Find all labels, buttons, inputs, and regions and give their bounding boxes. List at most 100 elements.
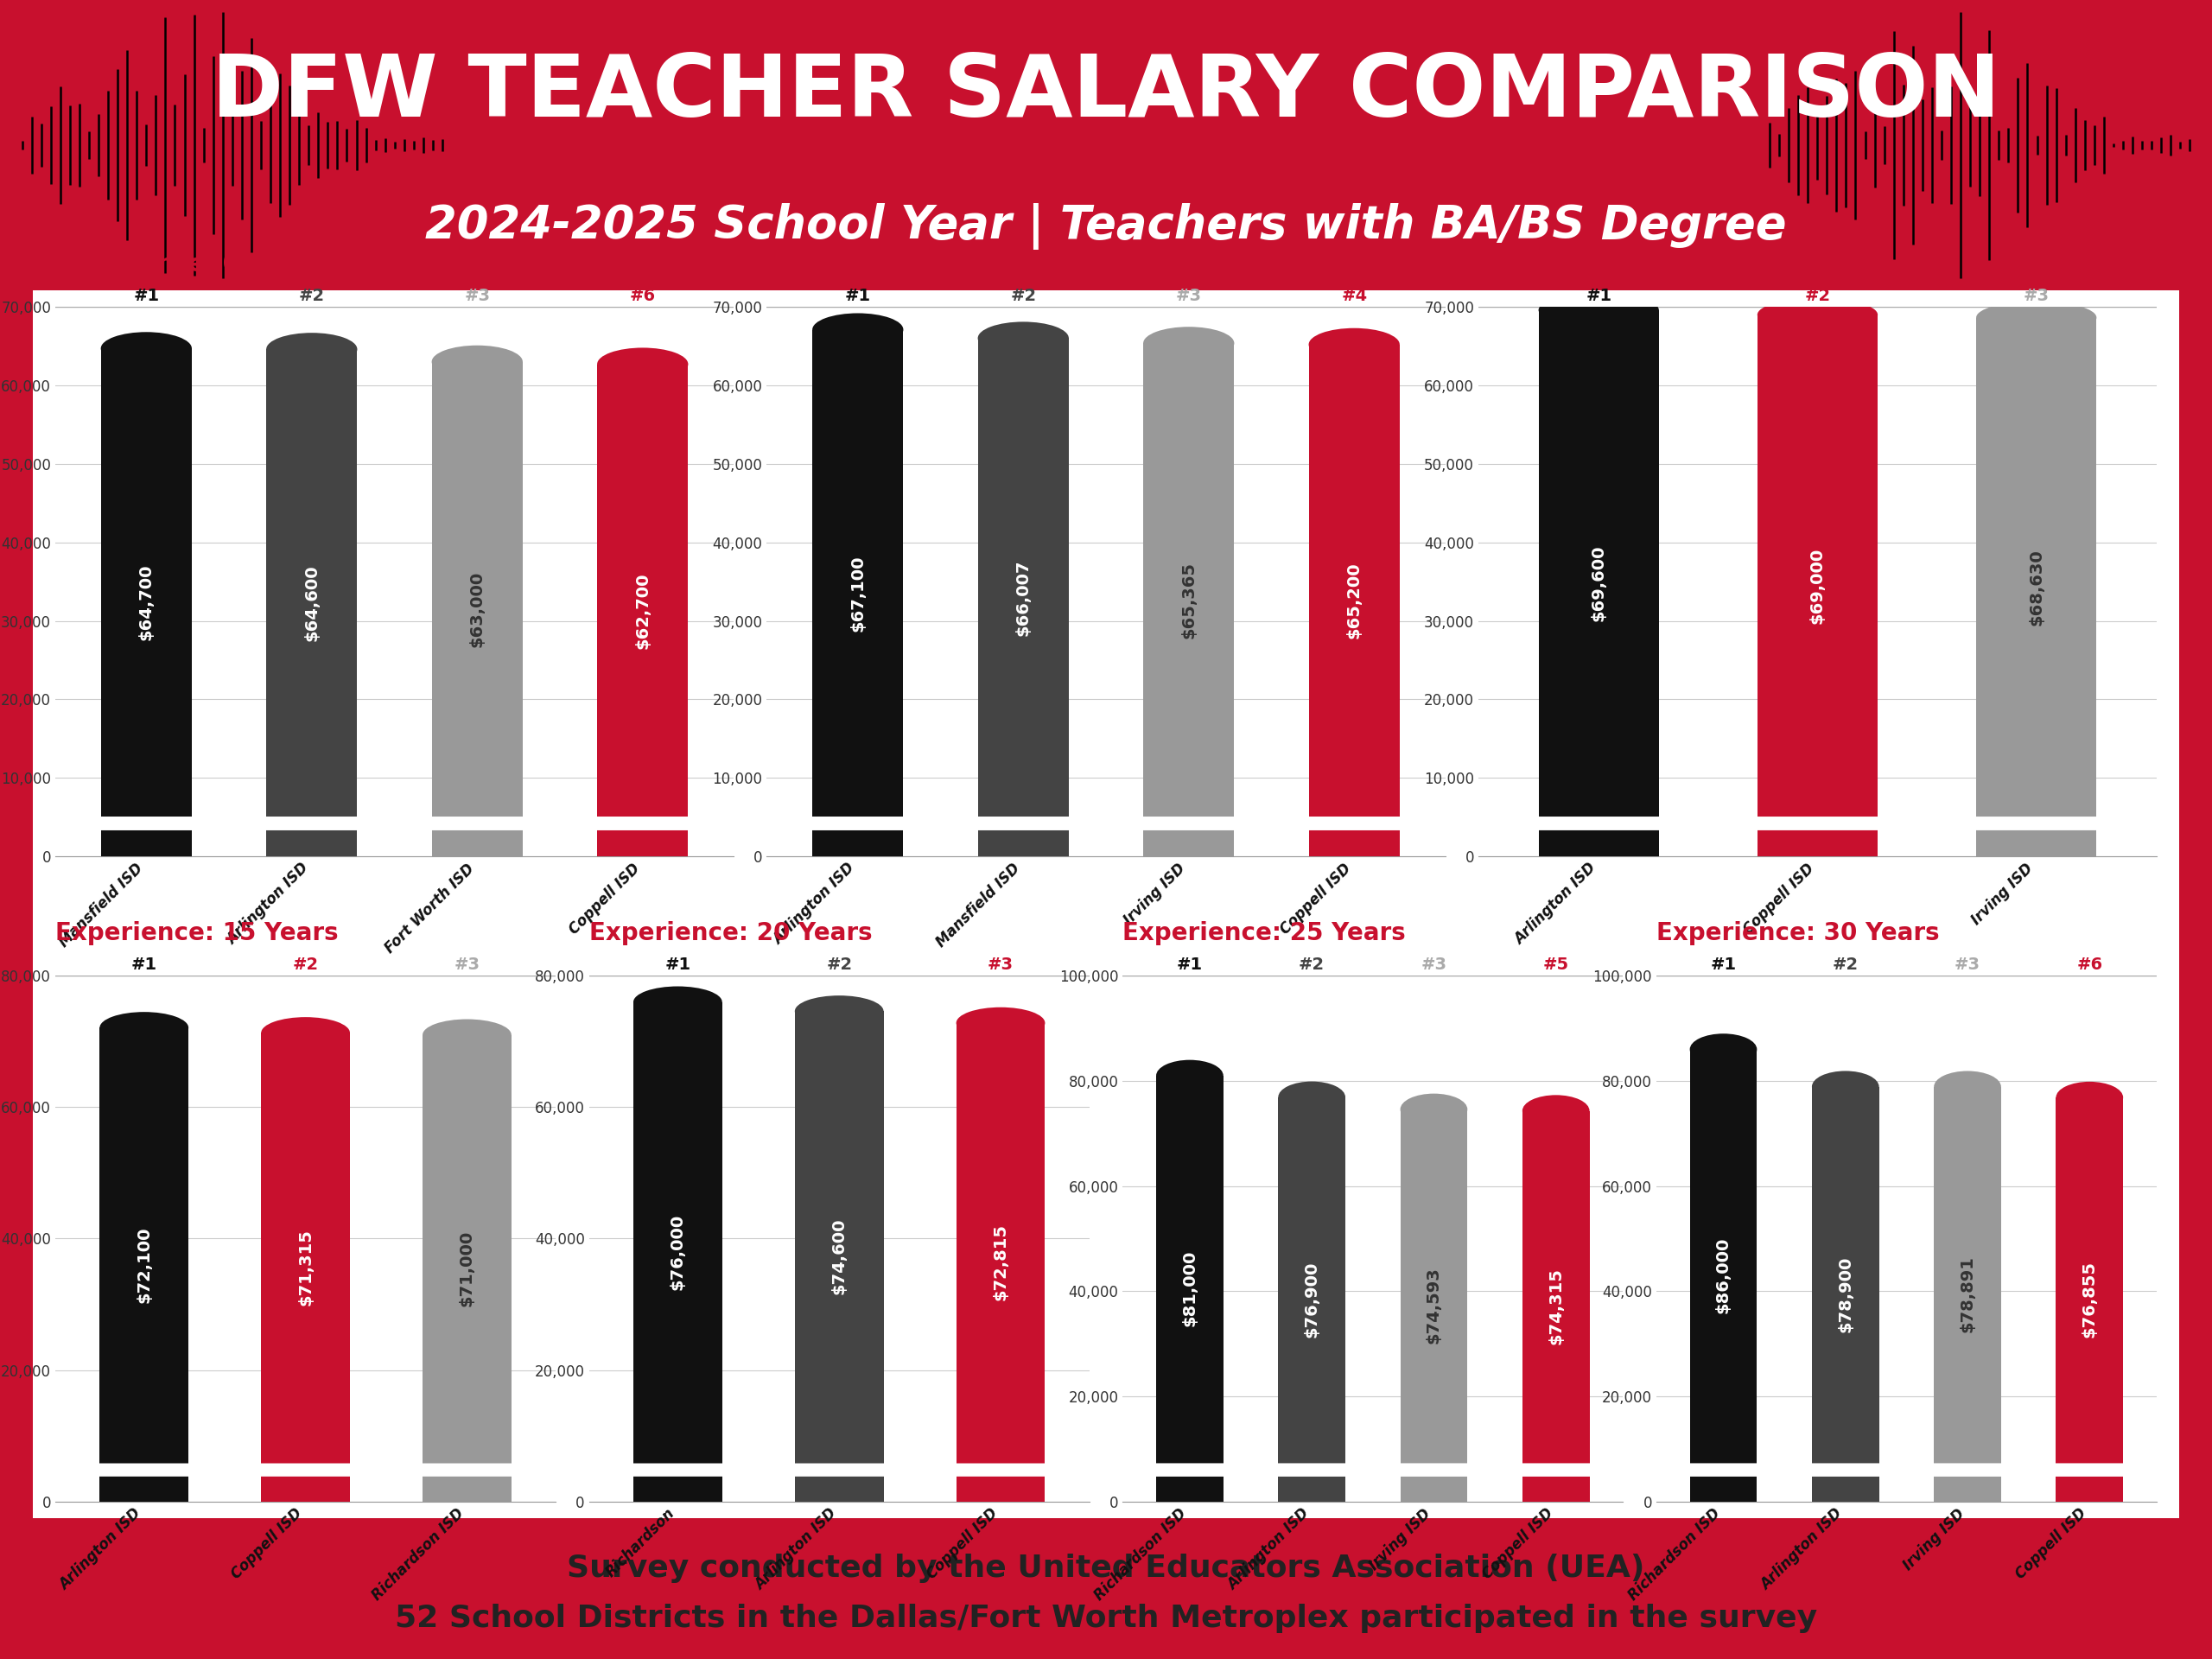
Ellipse shape xyxy=(1144,327,1234,360)
Text: #3: #3 xyxy=(1420,957,1447,974)
Circle shape xyxy=(0,816,2212,830)
Text: Survey conducted by the United Educators Association (UEA): Survey conducted by the United Educators… xyxy=(566,1553,1646,1583)
Text: #2: #2 xyxy=(299,287,325,304)
Bar xyxy=(978,338,1068,856)
Text: $62,700: $62,700 xyxy=(635,572,650,649)
Circle shape xyxy=(0,816,2212,830)
Text: Experience: 10 Years: Experience: 10 Years xyxy=(1478,252,1761,275)
Text: $67,100: $67,100 xyxy=(849,554,867,632)
Circle shape xyxy=(0,1463,2212,1477)
Bar xyxy=(794,1012,883,1501)
Circle shape xyxy=(0,1463,2212,1477)
Text: #1: #1 xyxy=(133,287,159,304)
Circle shape xyxy=(0,1463,2212,1477)
Text: 52 School Districts in the Dallas/Fort Worth Metroplex participated in the surve: 52 School Districts in the Dallas/Fort W… xyxy=(394,1604,1818,1632)
Ellipse shape xyxy=(102,332,192,365)
Text: $81,000: $81,000 xyxy=(1181,1251,1199,1327)
Circle shape xyxy=(0,1463,2212,1477)
Text: #2: #2 xyxy=(1832,957,1858,974)
Text: $74,600: $74,600 xyxy=(832,1218,847,1294)
Ellipse shape xyxy=(422,1019,511,1050)
Text: $69,600: $69,600 xyxy=(1590,544,1606,622)
Text: #3: #3 xyxy=(2024,287,2048,304)
Bar xyxy=(956,1024,1044,1501)
Text: $64,600: $64,600 xyxy=(303,564,321,640)
Text: Experience: 5 Years: Experience: 5 Years xyxy=(768,252,1033,275)
Circle shape xyxy=(0,1463,2212,1477)
Text: #2: #2 xyxy=(825,957,852,974)
Text: $71,000: $71,000 xyxy=(458,1229,476,1306)
Text: Experience: 20 Years: Experience: 20 Years xyxy=(588,921,872,946)
Text: #3: #3 xyxy=(1955,957,1980,974)
Text: #6: #6 xyxy=(630,287,655,304)
Ellipse shape xyxy=(1933,1072,2002,1103)
Ellipse shape xyxy=(1522,1095,1590,1126)
Text: $76,855: $76,855 xyxy=(2081,1261,2097,1337)
Text: #4: #4 xyxy=(1340,287,1367,304)
Text: #3: #3 xyxy=(1177,287,1201,304)
Bar xyxy=(1157,1075,1223,1501)
Bar xyxy=(1756,315,1878,856)
Text: #2: #2 xyxy=(1298,957,1325,974)
Text: #1: #1 xyxy=(1710,957,1736,974)
FancyBboxPatch shape xyxy=(0,265,2212,1543)
Text: #2: #2 xyxy=(1805,287,1832,304)
Bar xyxy=(1690,1050,1756,1501)
Bar xyxy=(1522,1112,1590,1501)
Ellipse shape xyxy=(1690,1034,1756,1065)
Ellipse shape xyxy=(956,1007,1044,1039)
Text: #6: #6 xyxy=(2077,957,2104,974)
Text: $72,815: $72,815 xyxy=(993,1224,1009,1301)
Text: #1: #1 xyxy=(666,957,690,974)
Ellipse shape xyxy=(431,345,522,378)
Circle shape xyxy=(0,1463,2212,1477)
Ellipse shape xyxy=(1310,328,1400,362)
Circle shape xyxy=(0,816,2212,830)
Text: #2: #2 xyxy=(1011,287,1035,304)
Ellipse shape xyxy=(812,314,902,347)
Text: Experience: 0 Years: Experience: 0 Years xyxy=(55,252,321,275)
Ellipse shape xyxy=(794,995,883,1027)
Circle shape xyxy=(0,1463,2212,1477)
Ellipse shape xyxy=(100,1012,188,1044)
Text: $69,000: $69,000 xyxy=(1809,547,1825,624)
Bar xyxy=(812,330,902,856)
Bar xyxy=(1279,1097,1345,1501)
Ellipse shape xyxy=(1756,299,1878,332)
Text: $78,891: $78,891 xyxy=(1960,1256,1975,1332)
Bar xyxy=(1812,1087,1878,1501)
Ellipse shape xyxy=(265,333,358,365)
Text: Experience: 15 Years: Experience: 15 Years xyxy=(55,921,338,946)
Text: #3: #3 xyxy=(987,957,1013,974)
Ellipse shape xyxy=(261,1017,349,1048)
Text: $76,000: $76,000 xyxy=(670,1214,686,1291)
Bar xyxy=(597,365,688,856)
Bar xyxy=(2055,1098,2124,1501)
Text: $72,100: $72,100 xyxy=(135,1226,153,1302)
Text: Experience: 30 Years: Experience: 30 Years xyxy=(1657,921,1940,946)
Bar xyxy=(265,350,358,856)
Circle shape xyxy=(0,816,2212,830)
Text: $66,007: $66,007 xyxy=(1015,559,1031,635)
Text: $76,900: $76,900 xyxy=(1303,1261,1321,1337)
Bar xyxy=(1400,1110,1467,1501)
Bar xyxy=(1310,345,1400,856)
Text: #1: #1 xyxy=(131,957,157,974)
Bar xyxy=(261,1034,349,1501)
Circle shape xyxy=(0,1463,2212,1477)
Text: $78,900: $78,900 xyxy=(1838,1256,1854,1332)
Circle shape xyxy=(0,1463,2212,1477)
Bar xyxy=(102,348,192,856)
Circle shape xyxy=(0,1463,2212,1477)
Ellipse shape xyxy=(1157,1060,1223,1092)
Text: $63,000: $63,000 xyxy=(469,571,484,647)
Text: DFW TEACHER SALARY COMPARISON: DFW TEACHER SALARY COMPARISON xyxy=(212,51,2000,134)
Text: $74,593: $74,593 xyxy=(1427,1267,1442,1344)
Bar xyxy=(1144,343,1234,856)
Ellipse shape xyxy=(1812,1072,1878,1103)
Bar xyxy=(1540,310,1659,856)
Ellipse shape xyxy=(978,322,1068,355)
Text: #3: #3 xyxy=(453,957,480,974)
Ellipse shape xyxy=(597,348,688,380)
Text: #5: #5 xyxy=(1544,957,1568,974)
